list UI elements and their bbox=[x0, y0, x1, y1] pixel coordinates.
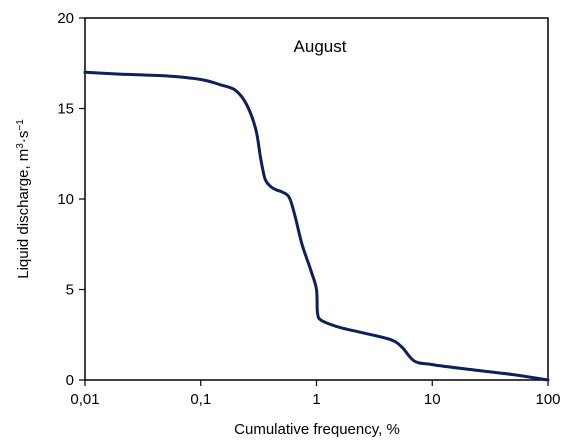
x-axis-title: Cumulative frequency, % bbox=[234, 421, 400, 438]
x-tick-label: 0,1 bbox=[190, 391, 211, 408]
y-axis-title-main: Liquid discharge, m bbox=[15, 149, 32, 279]
x-tick-label: 100 bbox=[535, 391, 560, 408]
axis-ticks bbox=[79, 17, 549, 386]
x-tick-label: 1 bbox=[312, 391, 320, 408]
annotation-august: August bbox=[294, 37, 347, 56]
y-axis-title-sup1: 3 bbox=[15, 143, 26, 149]
y-axis-title: Liquid discharge, m3·s−1 bbox=[15, 119, 33, 279]
y-axis-title-mid: ·s bbox=[15, 131, 32, 144]
plot-frame bbox=[84, 17, 549, 381]
series-line bbox=[83, 70, 550, 382]
x-tick-labels: 0,01 0,1 1 10 100 bbox=[70, 391, 560, 408]
x-tick-label: 10 bbox=[424, 391, 441, 408]
y-tick-label: 5 bbox=[66, 282, 74, 299]
y-tick-label: 10 bbox=[57, 191, 74, 208]
y-tick-label: 0 bbox=[66, 372, 74, 389]
y-axis-title-sup2: −1 bbox=[15, 119, 26, 131]
y-tick-label: 20 bbox=[57, 10, 74, 27]
x-tick-label: 0,01 bbox=[70, 391, 99, 408]
y-tick-labels: 0 5 10 15 20 bbox=[57, 10, 74, 389]
y-tick-label: 15 bbox=[57, 101, 74, 118]
